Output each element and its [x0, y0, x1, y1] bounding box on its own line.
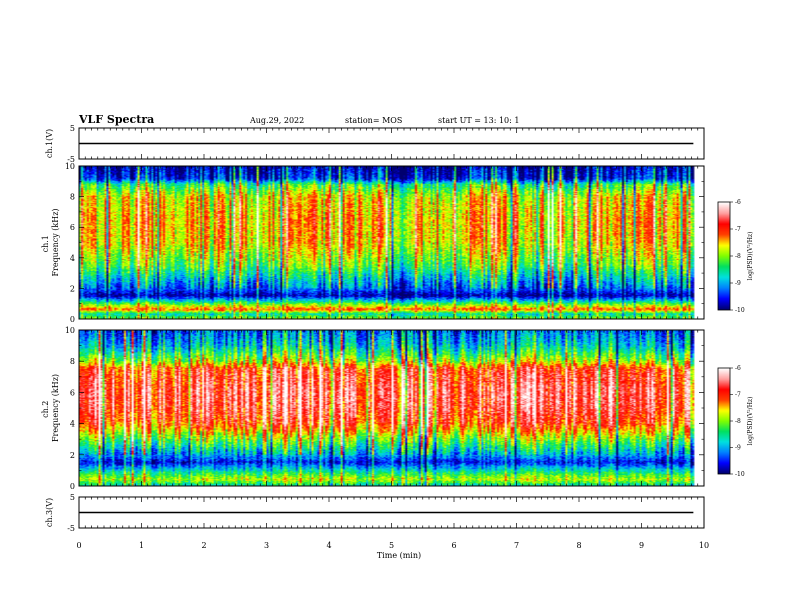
y-tick-label: 4 — [70, 420, 75, 429]
y-tick-label: 2 — [70, 284, 75, 293]
ch2-colorbar-image — [718, 368, 730, 474]
ch2-spectrogram-panel: 0 2 4 6 8 10 ch.2 Frequency (kHz) — [41, 326, 705, 491]
x-tick-label: 4 — [326, 541, 331, 550]
x-tick-label: 8 — [576, 541, 581, 550]
colorbar-tick-label: -8 — [735, 418, 741, 425]
ch1-colorbar-image — [718, 202, 730, 310]
ch1-spectrogram-ylabel: ch.1 Frequency (kHz) — [41, 208, 60, 276]
ch1-ylabel-channel: ch.1 — [41, 235, 50, 252]
y-tick-label: 5 — [70, 493, 75, 502]
ch1-colorbar: -6 -7 -8 -9 -10 log(PSD)(V²/Hz) — [717, 199, 754, 314]
date-label: Aug.29, 2022 — [249, 116, 304, 125]
ch3-waveform-panel: 5 -5 ch.3(V) — [45, 493, 705, 533]
colorbar-tick-label: -7 — [735, 226, 741, 233]
ch2-spectrogram-frame — [78, 329, 705, 487]
colorbar-tick-label: -9 — [735, 280, 741, 287]
x-tick-label: 0 — [76, 541, 81, 550]
colorbar-tick-label: -10 — [735, 471, 745, 478]
colorbar-tick-label: -10 — [735, 307, 745, 314]
x-tick-label: 5 — [389, 541, 394, 550]
y-tick-label: 5 — [70, 124, 75, 133]
x-tick-label: 3 — [264, 541, 269, 550]
ch1-spectrogram-panel: 0 2 4 6 8 10 ch.1 Frequency (kHz) — [41, 162, 705, 324]
ch2-colorbar-label: log(PSD)(V²/Hz) — [747, 397, 754, 446]
figure-title: VLF Spectra — [78, 113, 154, 126]
colorbar-tick-label: -9 — [735, 445, 741, 452]
y-tick-label: 0 — [70, 315, 75, 324]
y-tick-label: 0 — [70, 482, 75, 491]
x-tick-label: 1 — [139, 541, 144, 550]
y-tick-label: 10 — [65, 326, 75, 335]
y-tick-label: 4 — [70, 254, 75, 263]
x-tick-label: 9 — [639, 541, 644, 550]
x-tick-label: 7 — [514, 541, 519, 550]
ch2-colorbar: -6 -7 -8 -9 -10 log(PSD)(V²/Hz) — [717, 365, 754, 478]
ch1-waveform-panel: 5 -5 ch.1(V) — [45, 124, 705, 164]
colorbar-tick-label: -6 — [735, 365, 741, 372]
x-tick-label: 10 — [699, 541, 709, 550]
time-axis-label: Time (min) — [377, 551, 421, 560]
colorbar-tick-label: -8 — [735, 253, 741, 260]
ch2-spectrogram-ylabel: ch.2 Frequency (kHz) — [41, 374, 60, 442]
x-tick-label: 6 — [451, 541, 456, 550]
ch3-waveform-frame — [78, 496, 705, 529]
y-tick-label: 2 — [70, 451, 75, 460]
colorbar-tick-label: -6 — [735, 199, 741, 206]
y-tick-label: 8 — [70, 193, 75, 202]
time-axis: 0 1 2 3 4 5 6 7 8 9 10 — [76, 541, 709, 550]
ch1-waveform-frame — [78, 127, 705, 160]
ch1-ylabel-frequency: Frequency (kHz) — [51, 208, 60, 276]
ch3-waveform-ylabel: ch.3(V) — [45, 498, 54, 527]
ch1-colorbar-label: log(PSD)(V²/Hz) — [747, 232, 754, 281]
ch1-spectrogram-frame — [78, 165, 705, 320]
start-time-label: start UT = 13: 10: 1 — [438, 116, 519, 125]
y-tick-label: 10 — [65, 162, 75, 171]
y-tick-label: 8 — [70, 357, 75, 366]
x-tick-label: 2 — [201, 541, 206, 550]
y-tick-label: -5 — [67, 155, 75, 164]
y-tick-label: 6 — [70, 388, 75, 397]
ch1-spectrogram-image — [79, 166, 704, 319]
y-tick-label: 6 — [70, 223, 75, 232]
ch2-spectrogram-image — [79, 330, 704, 486]
ch2-ylabel-channel: ch.2 — [41, 401, 50, 418]
ch2-ylabel-frequency: Frequency (kHz) — [51, 374, 60, 442]
ch1-waveform-ylabel: ch.1(V) — [45, 129, 54, 158]
colorbar-tick-label: -7 — [735, 392, 741, 399]
station-label: station= MOS — [345, 116, 402, 125]
y-tick-label: -5 — [67, 524, 75, 533]
